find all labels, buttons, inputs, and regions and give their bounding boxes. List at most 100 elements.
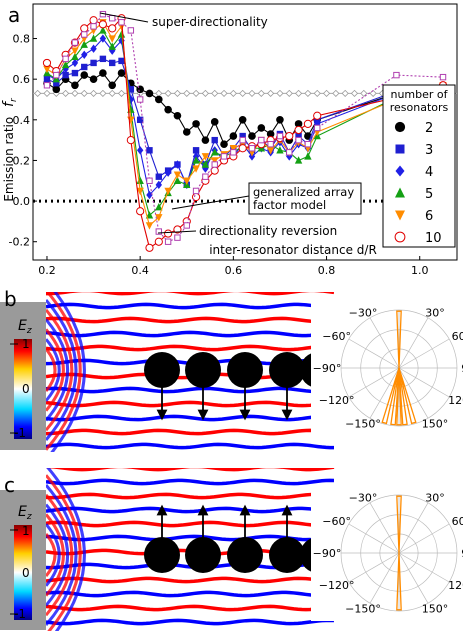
data-point (42, 58, 52, 68)
data-point (127, 95, 135, 104)
data-point (439, 73, 447, 81)
polar-angle-label: 30° (425, 307, 445, 320)
data-point (164, 105, 172, 114)
annotation-pointer-super (99, 12, 149, 23)
data-point (62, 64, 69, 74)
field-side-wave (46, 513, 65, 597)
data-point (62, 71, 69, 79)
data-point (202, 173, 209, 180)
polar-angle-label: 150° (422, 417, 449, 430)
data-point (220, 153, 228, 160)
data-point (201, 153, 210, 161)
legend-label: 3 (425, 143, 433, 158)
data-point (304, 140, 312, 148)
series-line (46, 13, 444, 243)
field-map-b: Ez 1 0 -1 b 30° −30° 60° −60° 90° −90° 120° −12… (0, 287, 463, 455)
polar-angle-label: 90° (461, 547, 463, 560)
data-point (258, 136, 265, 144)
data-point (136, 176, 144, 184)
data-point (136, 187, 144, 196)
polar-lobe (398, 367, 417, 425)
polar-grid-spoke (348, 552, 400, 583)
baseline-marker (90, 89, 98, 97)
data-point (108, 24, 117, 33)
data-point (285, 131, 294, 141)
polar-angle-label: 120° (448, 579, 463, 592)
x-tick-label: 0.4 (131, 264, 149, 277)
data-point (295, 132, 302, 140)
data-point (145, 243, 154, 252)
data-point (211, 148, 219, 156)
data-point (210, 118, 219, 126)
field-wave-band (46, 604, 335, 612)
series-extra (43, 10, 447, 245)
data-point (98, 20, 107, 29)
data-point (71, 81, 79, 90)
data-point (109, 59, 116, 67)
legend-entry: 6 (395, 209, 433, 224)
polar-angle-label: −150° (345, 602, 381, 615)
baseline-marker (285, 89, 293, 97)
legend-label: 4 (425, 165, 433, 180)
legend-entry: 2 (394, 121, 433, 136)
data-point (53, 71, 60, 79)
data-point (238, 116, 247, 124)
polar-grid-spoke (369, 317, 400, 369)
field-wave-band (46, 618, 335, 626)
field-side-wave (46, 523, 61, 587)
data-point (313, 111, 322, 120)
y-tick-label: 0.6 (13, 73, 31, 86)
annotation-box-array (248, 182, 362, 215)
panel-label-c: c (4, 473, 15, 497)
x-axis-label: inter-resonator distance d/R (209, 243, 377, 257)
legend-entry: 4 (395, 165, 433, 180)
colorbar-label-c: Ez (18, 504, 32, 522)
colorbar-tick-mid-b: 0 (22, 382, 30, 396)
colorbar-tick-bottom-c: -1 (14, 607, 26, 621)
colorbar-tick-mid-c: 0 (22, 566, 30, 580)
data-point (81, 50, 88, 59)
data-point (294, 125, 303, 135)
field-wave-band (46, 309, 335, 317)
polar-angle-label: 30° (425, 492, 445, 505)
baseline-marker (248, 89, 256, 97)
polar-angle-label: −150° (345, 417, 381, 430)
field-wave-band (46, 468, 335, 472)
polar-angle-label: −120° (319, 394, 355, 407)
data-point (183, 222, 190, 229)
data-point (89, 75, 98, 83)
polar-grid-spoke (398, 367, 450, 398)
data-point (238, 144, 247, 153)
data-point (229, 132, 238, 140)
data-point (71, 47, 79, 55)
baseline-marker (322, 89, 331, 97)
legend-label: 2 (425, 121, 433, 136)
data-point (154, 237, 163, 246)
data-point (61, 60, 70, 69)
baseline-marker (43, 89, 51, 97)
field-side-wave (46, 338, 61, 402)
field-wave-band (46, 513, 335, 521)
data-point (286, 149, 293, 156)
y-axis-symbol-sub: r (9, 97, 19, 102)
data-point (155, 173, 163, 180)
data-point (145, 222, 154, 230)
data-point (118, 57, 125, 65)
data-point (230, 149, 237, 156)
annotation-array-line2: factor model (253, 198, 326, 212)
polar-angle-label: −90° (313, 547, 342, 560)
field-wave-band (46, 400, 335, 408)
polar-angle-label: 90° (461, 362, 463, 375)
polar-grid-spoke (398, 502, 429, 554)
field-wave-band (46, 576, 335, 584)
baseline-marker (229, 89, 237, 97)
data-point (90, 44, 97, 53)
polar-angle-label: −120° (319, 579, 355, 592)
data-point (183, 177, 191, 185)
data-point (155, 180, 163, 190)
annotation-pointer-array (171, 195, 250, 210)
data-point (80, 24, 89, 33)
legend-box (382, 84, 456, 248)
field-wave-band (46, 330, 335, 338)
